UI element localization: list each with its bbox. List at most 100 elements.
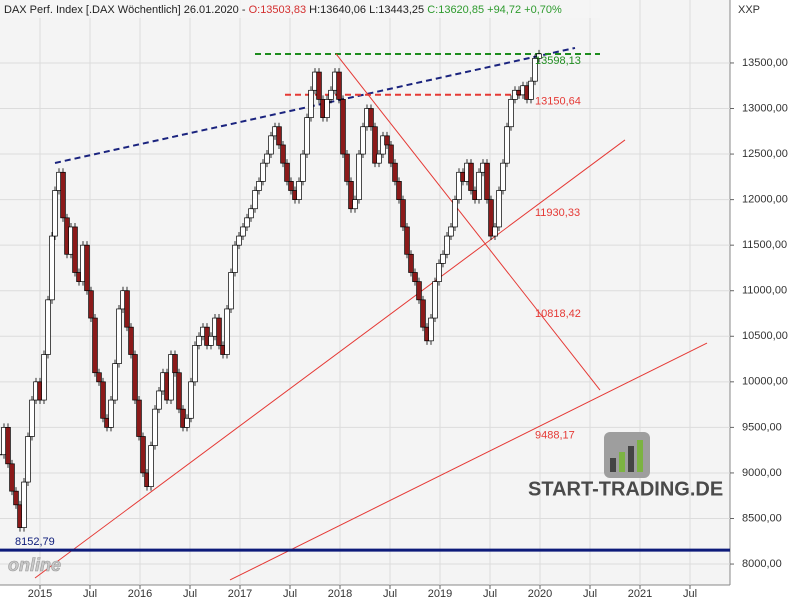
candle (488, 199, 494, 237)
candle (21, 481, 27, 528)
candle (60, 171, 66, 219)
candle (300, 153, 306, 182)
candle (5, 427, 11, 465)
candle (116, 308, 122, 364)
x-tick-label: 2016 (128, 588, 152, 600)
candle (496, 190, 502, 228)
candle (476, 171, 482, 200)
watermark: START-TRADING.DE (528, 478, 723, 500)
candle (224, 308, 230, 355)
grid (0, 0, 734, 589)
level-label: 13598,13 (535, 55, 581, 67)
candle (388, 144, 394, 164)
level-label: 13150,64 (535, 96, 581, 108)
candle (184, 417, 190, 428)
x-tick-label: Jul (683, 588, 697, 600)
candle (244, 217, 250, 228)
x-tick-label: Jul (83, 588, 97, 600)
candle (41, 354, 47, 401)
candle (228, 272, 234, 310)
x-tick-label: 2019 (428, 588, 452, 600)
candle (216, 317, 222, 346)
candle (136, 399, 142, 437)
candle (236, 235, 242, 246)
x-tick-label: Jul (283, 588, 297, 600)
x-tick-label: Jul (483, 588, 497, 600)
candle (264, 153, 270, 164)
candle (384, 135, 390, 146)
x-tick-label: 2015 (28, 588, 52, 600)
candle (276, 126, 282, 146)
x-tick-label: 2020 (528, 588, 552, 600)
candle (280, 144, 286, 164)
candle (108, 399, 114, 428)
candle (196, 335, 202, 346)
candle (308, 89, 314, 118)
candle (416, 281, 422, 301)
header-close: C:13620,85 +94,72 +0,70% (427, 4, 562, 16)
y-tick-label: 10500,00 (742, 330, 788, 342)
x-tick-label: Jul (383, 588, 397, 600)
candle (468, 162, 474, 191)
watermark-icon (604, 432, 650, 478)
icon-bar (628, 446, 634, 472)
candles (0, 49, 542, 532)
candle (168, 354, 174, 401)
axis-area (730, 0, 800, 600)
candle (128, 326, 134, 355)
y-tick-label: 8500,00 (742, 512, 782, 524)
candle (376, 153, 382, 164)
x-tick-label: 2021 (628, 588, 652, 600)
candle (96, 372, 102, 383)
candle (256, 181, 262, 191)
candle (296, 181, 302, 200)
candle (124, 290, 130, 328)
candle (508, 99, 514, 128)
candle (188, 381, 194, 419)
candle (252, 190, 258, 210)
candle (400, 199, 406, 228)
candle (356, 153, 362, 200)
candle (324, 99, 330, 118)
candle (25, 436, 31, 483)
x-tick-label: 2018 (328, 588, 352, 600)
candle (504, 126, 510, 164)
icon-bar (637, 440, 643, 472)
candle (328, 89, 334, 100)
candle (140, 436, 146, 474)
candle (132, 354, 138, 401)
candle (340, 99, 346, 155)
level-label: 10818,42 (535, 308, 581, 320)
candle (72, 226, 78, 273)
candle (29, 399, 35, 437)
candle (344, 153, 350, 182)
candle (404, 226, 410, 255)
candle (412, 272, 418, 282)
candle (304, 117, 310, 155)
candle (152, 408, 158, 446)
candle (368, 108, 374, 128)
candle (240, 226, 246, 237)
icon-bar (610, 458, 616, 472)
header-hl: H:13640,06 L:13443,25 (309, 4, 424, 16)
trend-line (335, 53, 601, 391)
candle (420, 299, 426, 328)
candle (352, 199, 358, 210)
candle (248, 208, 254, 219)
support-label: 8152,79 (15, 536, 55, 548)
candle (288, 181, 294, 191)
candle (500, 162, 506, 191)
candle (112, 363, 118, 401)
logo: online (8, 555, 61, 575)
header-title: DAX Perf. Index [.DAX Wöchentlich] 26.01… (4, 4, 246, 16)
candle (148, 445, 154, 487)
candle (492, 226, 498, 237)
level-label: 9488,17 (535, 429, 575, 441)
candle (532, 58, 538, 82)
candle (408, 253, 414, 273)
candle (192, 345, 198, 383)
candle (176, 372, 182, 410)
x-tick-label: Jul (183, 588, 197, 600)
corner-label: XXP (738, 4, 760, 16)
